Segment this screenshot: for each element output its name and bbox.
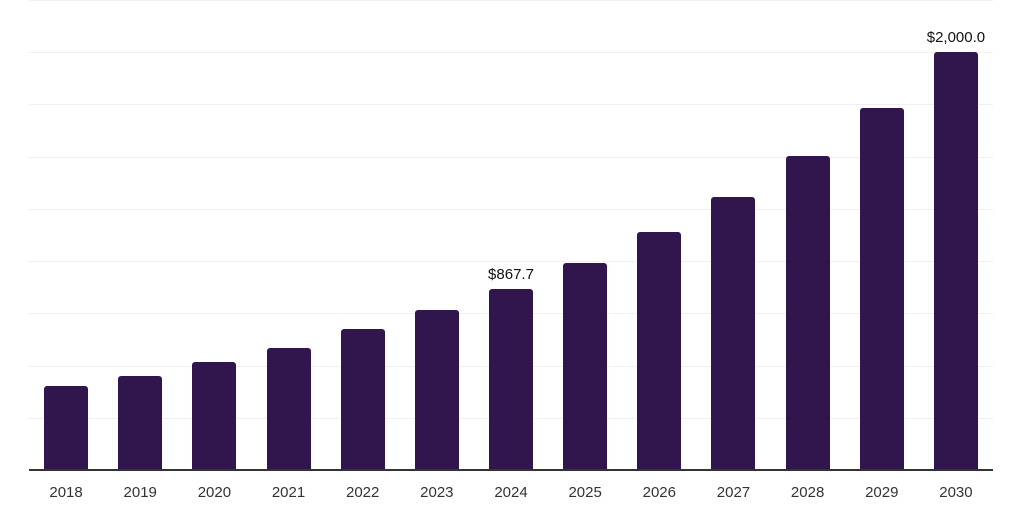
bar-2023 bbox=[414, 310, 459, 470]
gridline-1750 bbox=[29, 104, 993, 106]
x-tick-label-2022: 2022 bbox=[346, 484, 380, 501]
bar-2029 bbox=[859, 108, 904, 470]
x-tick-label-2018: 2018 bbox=[49, 484, 83, 501]
gridline-1250 bbox=[29, 208, 993, 210]
bar-2020 bbox=[192, 362, 237, 470]
x-tick-label-2030: 2030 bbox=[939, 484, 973, 501]
x-tick-label-2023: 2023 bbox=[420, 484, 454, 501]
x-tick-label-2025: 2025 bbox=[568, 484, 602, 501]
bar-2026 bbox=[637, 232, 682, 470]
x-tick-label-2020: 2020 bbox=[197, 484, 232, 501]
x-tick-label-2021: 2021 bbox=[271, 484, 306, 501]
gridline-1500 bbox=[29, 156, 993, 158]
gridline-1000 bbox=[29, 261, 993, 263]
bar-2027 bbox=[711, 196, 756, 470]
bar-2025 bbox=[563, 262, 608, 470]
bar-2018 bbox=[44, 386, 89, 470]
bar-value-label-2024: $867.7 bbox=[488, 265, 534, 283]
x-axis-line bbox=[29, 469, 993, 471]
gridline-2000 bbox=[29, 52, 993, 54]
bar-2028 bbox=[785, 156, 830, 470]
bar-2022 bbox=[340, 329, 385, 470]
x-tick-label-2026: 2026 bbox=[642, 484, 676, 501]
bar-2024 bbox=[489, 288, 533, 470]
bar-2021 bbox=[266, 347, 311, 470]
bar-value-label-2030: $2,000.0 bbox=[926, 29, 986, 47]
plot-area: $867.7 $2,000.0 bbox=[29, 0, 993, 471]
x-tick-label-2019: 2019 bbox=[123, 484, 157, 501]
bar-2019 bbox=[118, 375, 163, 470]
gridline-2250 bbox=[29, 0, 993, 1]
bar-2030 bbox=[933, 52, 978, 470]
x-tick-label-2024: 2024 bbox=[494, 484, 528, 501]
x-tick-label-2028: 2028 bbox=[790, 484, 825, 501]
x-tick-label-2027: 2027 bbox=[716, 484, 751, 501]
x-tick-label-2029: 2029 bbox=[865, 484, 899, 501]
